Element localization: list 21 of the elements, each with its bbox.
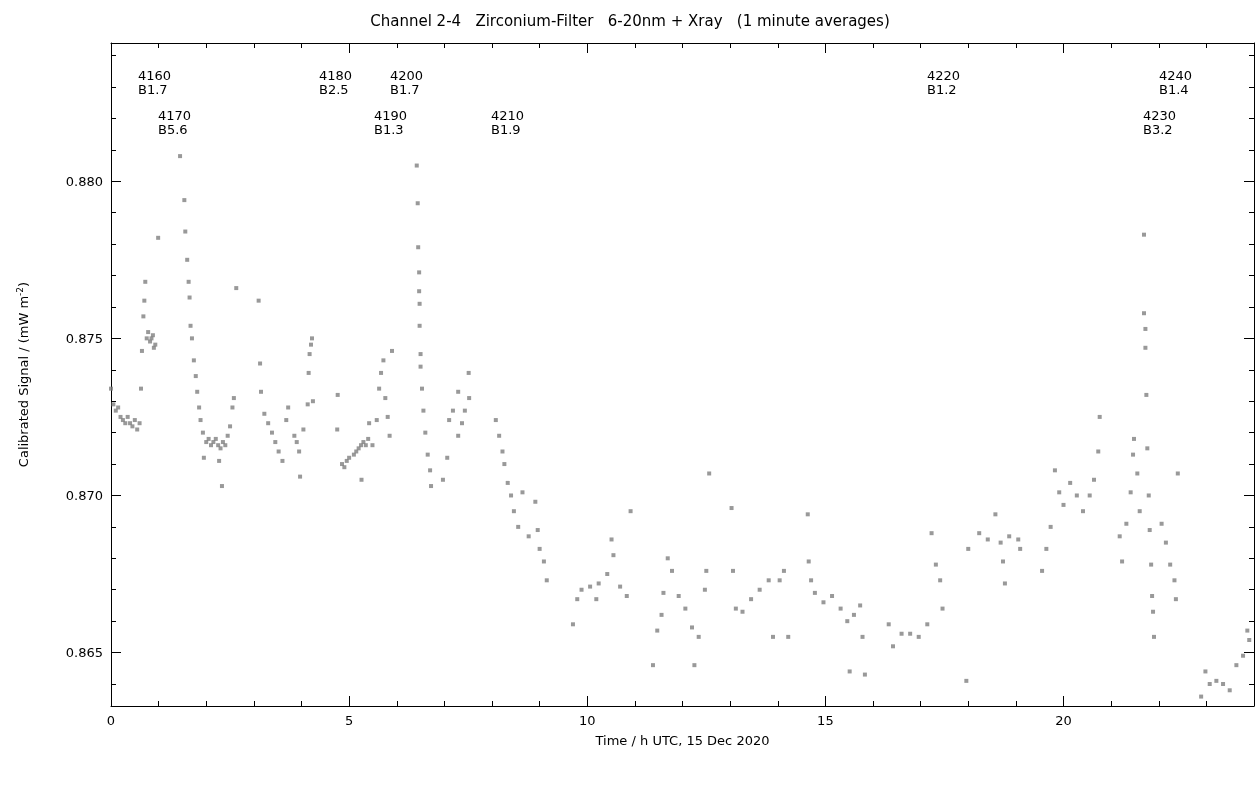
annotation: 4200 B1.7 [390, 67, 424, 97]
annotation: 4160 B1.7 [138, 67, 172, 97]
annotation: 4220 B1.2 [927, 67, 961, 97]
y-axis-title: Calibrated Signal / (mW m-2) [14, 281, 31, 468]
annotation: 4210 B1.9 [491, 107, 525, 137]
y-tick-label: 0.880 [65, 173, 103, 189]
x-tick-label: 15 [817, 713, 834, 728]
chart-title: Channel 2-4 Zirconium-Filter 6-20nm + Xray (1 minute averages) [370, 11, 890, 30]
y-tick-label: 0.875 [65, 330, 103, 346]
annotation: 4170 B5.6 [158, 107, 192, 137]
y-tick-label: 0.870 [65, 487, 103, 503]
annotation: 4180 B2.5 [319, 67, 353, 97]
x-tick-label: 20 [1055, 713, 1072, 728]
annotation: 4190 B1.3 [374, 107, 408, 137]
annotation: 4240 B1.4 [1159, 67, 1193, 97]
x-tick-label: 10 [578, 713, 596, 728]
y-tick-label: 0.865 [65, 645, 103, 661]
x-axis-title: Time / h UTC, 15 Dec 2020 [594, 733, 770, 748]
x-tick-label: 0 [106, 713, 116, 728]
annotation: 4230 B3.2 [1143, 107, 1177, 137]
x-tick-label: 5 [344, 713, 354, 728]
